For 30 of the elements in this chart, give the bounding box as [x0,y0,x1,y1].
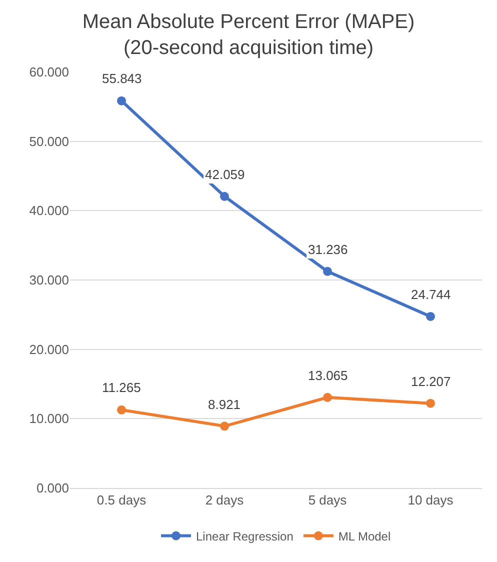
data-label: 55.843 [102,71,142,86]
y-tick-label: 10.000 [29,411,69,426]
chart-title: Mean Absolute Percent Error (MAPE) (20-second acquisition time) [82,11,415,60]
point [220,192,229,201]
y-tick-label: 50.000 [29,134,69,149]
y-tick-label: 20.000 [29,342,69,357]
point [117,96,126,106]
data-label: 8.921 [208,397,241,412]
y-tick-label: 60.000 [29,64,69,80]
y-tick-label: 0.000 [36,480,69,496]
data-label: 11.265 [102,380,141,395]
point [117,405,126,414]
point [426,398,435,408]
y-tick-label: 30.000 [29,272,69,288]
x-tick-label: 10 days [408,492,454,508]
point [323,266,332,276]
data-label: 31.236 [308,242,348,257]
point [323,392,332,402]
legend-label: ML Model [338,529,391,544]
point [426,312,435,321]
point [220,422,229,431]
x-tick-label: 0.5 days [96,492,147,508]
x-tick-label: 2 days [205,492,244,508]
data-label: 24.744 [411,287,451,302]
data-label: 42.059 [205,167,245,182]
legend-label: Linear Regression [196,529,294,544]
data-label: 12.207 [411,374,451,389]
y-tick-label: 40.000 [29,203,69,218]
data-label: 13.065 [308,368,348,383]
x-tick-label: 5 days [308,492,348,508]
